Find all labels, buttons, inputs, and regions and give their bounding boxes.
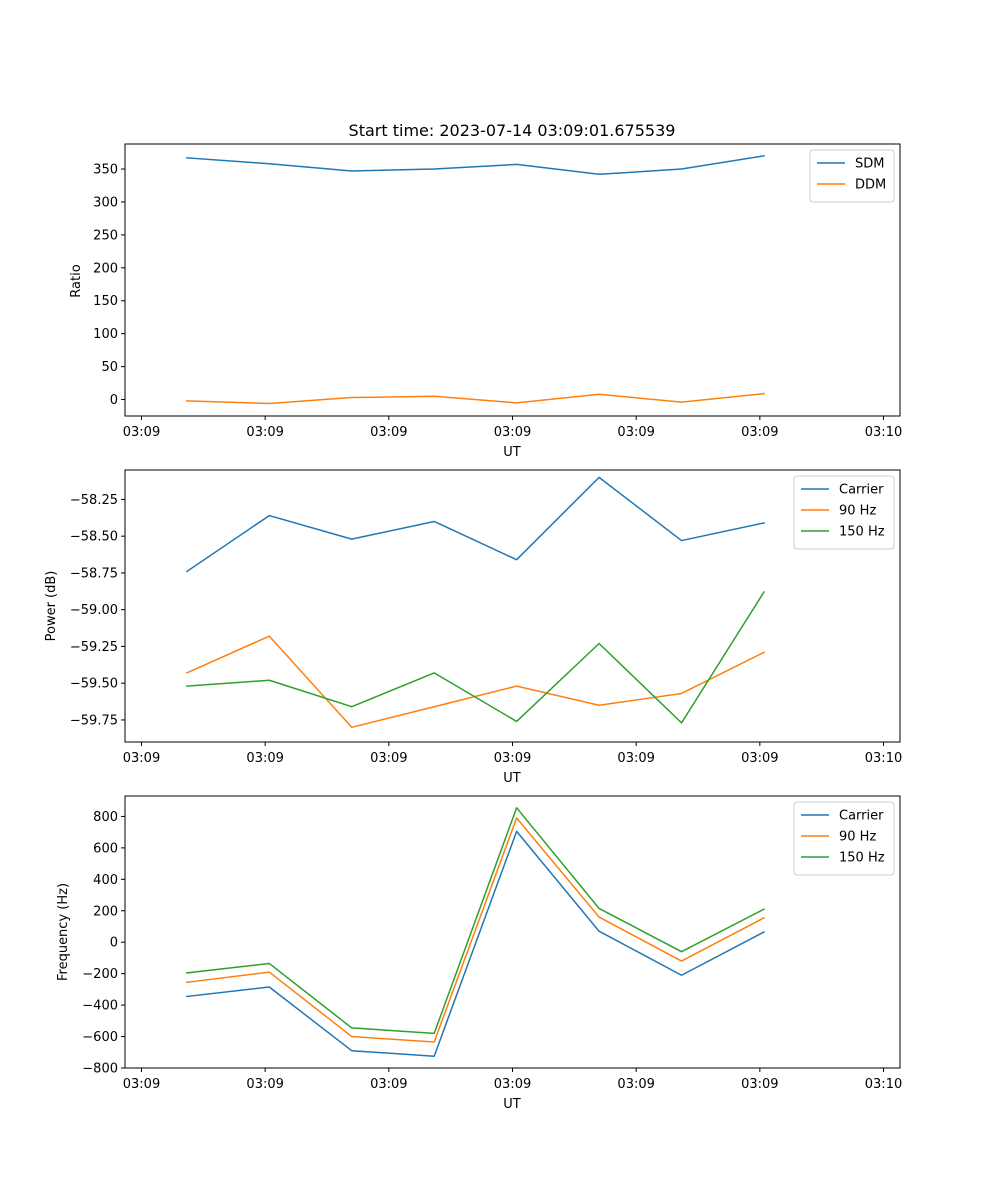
ratio-legend: SDM DDM (809, 149, 895, 203)
power-series-150-hz-line (186, 590, 765, 724)
frequency-x-tick-label: 03:09 (741, 1077, 778, 1092)
frequency-x-axis-label: UT (503, 1097, 521, 1112)
power-x-tick-label: 03:09 (741, 751, 778, 766)
frequency-y-tick-label: 800 (93, 810, 118, 825)
ratio-y-tick-label: 150 (93, 294, 118, 309)
ratio-y-tick-label: 250 (93, 228, 118, 243)
power-y-tick-label: −59.50 (70, 677, 118, 692)
ratio-y-tick-label: 200 (93, 261, 118, 276)
frequency-x-tick-label: 03:09 (494, 1077, 531, 1092)
ratio-axes-frame (124, 143, 901, 417)
power-panel: Power (dB) UT 03:09 03:09 03:09 03:09 03:09 0… (44, 469, 902, 786)
power-x-axis-label: UT (503, 771, 521, 786)
frequency-y-tick-label: 0 (110, 936, 118, 951)
frequency-x-tick-label: 03:09 (370, 1077, 407, 1092)
power-x-tick-label: 03:09 (617, 751, 654, 766)
ratio-x-tick-label: 03:09 (370, 425, 407, 440)
frequency-y-tick-label: 600 (93, 841, 118, 856)
frequency-y-tick-label: −400 (82, 999, 118, 1014)
ratio-panel: Ratio UT 03:09 03:09 03:09 03:09 03:09 03:09 0… (69, 143, 902, 460)
power-axes-frame (124, 469, 901, 743)
frequency-axes-frame (124, 795, 901, 1069)
ratio-legend-label-sdm: SDM (855, 157, 884, 172)
power-legend: Carrier 90 Hz 150 Hz (793, 475, 895, 550)
frequency-x-tick-label: 03:09 (123, 1077, 160, 1092)
ratio-series-ddm-line (186, 392, 765, 405)
power-y-tick-label: −59.75 (70, 713, 118, 728)
frequency-legend-label-90-hz: 90 Hz (839, 830, 876, 845)
frequency-x-tick-label: 03:10 (865, 1077, 902, 1092)
ratio-y-tick-label: 100 (93, 327, 118, 342)
power-legend-label-150-hz: 150 Hz (839, 525, 885, 540)
frequency-y-tick-label: −600 (82, 1030, 118, 1045)
frequency-y-tick-label: −200 (82, 967, 118, 982)
ratio-x-axis-label: UT (503, 445, 521, 460)
power-y-axis-label: Power (dB) (44, 571, 59, 642)
frequency-legend: Carrier 90 Hz 150 Hz (793, 801, 895, 876)
power-y-tick-label: −59.25 (70, 640, 118, 655)
ratio-x-tick-label: 03:10 (865, 425, 902, 440)
ratio-y-tick-label: 50 (101, 360, 118, 375)
frequency-series-carrier-line (186, 830, 765, 1057)
ratio-series-sdm-line (186, 154, 765, 176)
frequency-x-tick-label: 03:09 (246, 1077, 283, 1092)
frequency-panel: Frequency (Hz) UT 03:09 03:09 03:09 03:09 03… (56, 795, 902, 1112)
ratio-y-tick-label: 300 (93, 195, 118, 210)
power-y-tick-label: −58.50 (70, 530, 118, 545)
frequency-legend-label-carrier: Carrier (839, 809, 884, 824)
ratio-x-tick-label: 03:09 (617, 425, 654, 440)
power-x-tick-label: 03:10 (865, 751, 902, 766)
frequency-legend-label-150-hz: 150 Hz (839, 851, 885, 866)
ratio-x-tick-label: 03:09 (741, 425, 778, 440)
frequency-x-tick-label: 03:09 (617, 1077, 654, 1092)
power-y-tick-label: −59.00 (70, 603, 118, 618)
power-x-tick-label: 03:09 (246, 751, 283, 766)
frequency-y-tick-label: −800 (82, 1062, 118, 1077)
ratio-y-tick-label: 350 (93, 163, 118, 178)
power-y-tick-label: −58.25 (70, 493, 118, 508)
ratio-x-tick-label: 03:09 (246, 425, 283, 440)
power-legend-label-90-hz: 90 Hz (839, 504, 876, 519)
ratio-y-axis-label: Ratio (69, 264, 84, 297)
ratio-x-tick-label: 03:09 (494, 425, 531, 440)
frequency-y-axis-label: Frequency (Hz) (56, 883, 71, 981)
power-x-tick-label: 03:09 (494, 751, 531, 766)
ratio-y-tick-label: 0 (110, 393, 118, 408)
ratio-legend-label-ddm: DDM (855, 178, 886, 193)
frequency-series-90-hz-line (186, 817, 765, 1043)
power-series-carrier-line (185, 476, 765, 573)
frequency-series-150-hz-line (186, 807, 765, 1035)
frequency-y-tick-label: 200 (93, 904, 118, 919)
ratio-x-tick-label: 03:09 (123, 425, 160, 440)
power-legend-label-carrier: Carrier (839, 483, 884, 498)
power-x-tick-label: 03:09 (370, 751, 407, 766)
power-x-tick-label: 03:09 (123, 751, 160, 766)
chart-title: Start time: 2023-07-14 03:09:01.675539 (349, 121, 676, 140)
power-y-tick-label: −58.75 (70, 566, 118, 581)
frequency-y-tick-label: 400 (93, 873, 118, 888)
